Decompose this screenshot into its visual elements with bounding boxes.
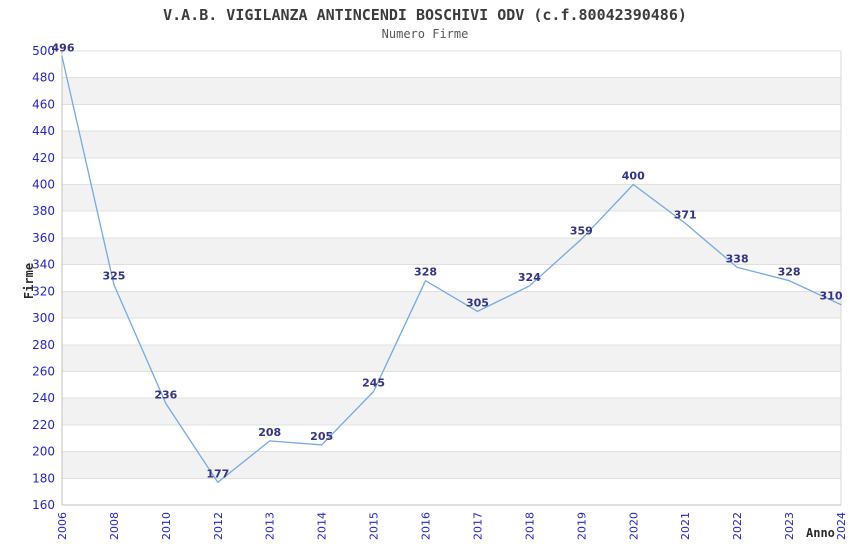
y-tick-label: 480 [32,71,55,85]
data-point-label: 325 [102,270,125,283]
y-tick-label: 240 [32,391,55,405]
x-tick-label: 2023 [783,512,796,540]
y-tick-label: 320 [32,284,55,298]
y-tick-label: 160 [32,498,55,512]
y-tick-label: 220 [32,418,55,432]
y-tick-label: 300 [32,311,55,325]
y-tick-label: 500 [32,44,55,58]
x-tick-label: 2022 [731,512,744,540]
x-tick-label: 2017 [471,512,484,540]
data-point-label: 324 [518,271,541,284]
data-point-label: 177 [206,467,229,480]
y-tick-label: 400 [32,178,55,192]
y-tick-label: 260 [32,364,55,378]
data-point-label: 371 [674,208,697,221]
y-tick-label: 280 [32,338,55,352]
y-tick-label: 440 [32,124,55,138]
plot-band [62,237,841,265]
y-tick-label: 360 [32,231,55,245]
x-tick-label: 2006 [56,512,69,540]
y-tick-label: 380 [32,204,55,218]
x-axis-title: Anno [806,526,835,540]
x-tick-label: 2014 [316,512,329,540]
data-point-label: 205 [310,430,333,443]
x-tick-label: 2013 [264,512,277,540]
data-point-label: 496 [52,41,75,54]
data-point-label: 310 [820,290,843,303]
x-tick-label: 2018 [523,512,536,540]
y-tick-label: 180 [32,471,55,485]
plot-band [62,344,841,372]
data-point-label: 208 [258,426,281,439]
y-tick-label: 200 [32,445,55,459]
data-point-label: 328 [414,266,437,279]
x-tick-label: 2019 [575,512,588,540]
chart-subtitle: Numero Firme [381,27,469,41]
x-tick-label: 2016 [420,512,433,540]
x-tick-label: 2010 [160,512,173,540]
y-tick-label: 420 [32,151,55,165]
chart-title: V.A.B. VIGILANZA ANTINCENDI BOSCHIVI ODV… [163,6,687,24]
series-line [61,55,842,484]
data-point-label: 245 [362,377,385,390]
plot-band [62,398,841,425]
data-point-label: 328 [778,266,801,279]
x-tick-label: 2024 [835,512,848,540]
y-tick-label: 340 [32,258,55,272]
data-point-label: 359 [570,224,593,237]
data-point-label: 305 [466,296,489,309]
y-tick-label: 460 [32,97,55,111]
x-tick-label: 2020 [627,512,640,540]
plot-band [62,77,841,105]
plot-band [62,131,841,158]
data-point-label: 236 [154,389,177,402]
data-point-label: 338 [726,252,749,265]
x-tick-label: 2015 [368,512,381,540]
x-tick-label: 2012 [212,512,225,540]
x-tick-label: 2008 [108,512,121,540]
plot-band [62,184,841,212]
data-point-label: 400 [622,170,645,183]
plot-band [62,451,841,479]
x-tick-label: 2021 [679,512,692,540]
